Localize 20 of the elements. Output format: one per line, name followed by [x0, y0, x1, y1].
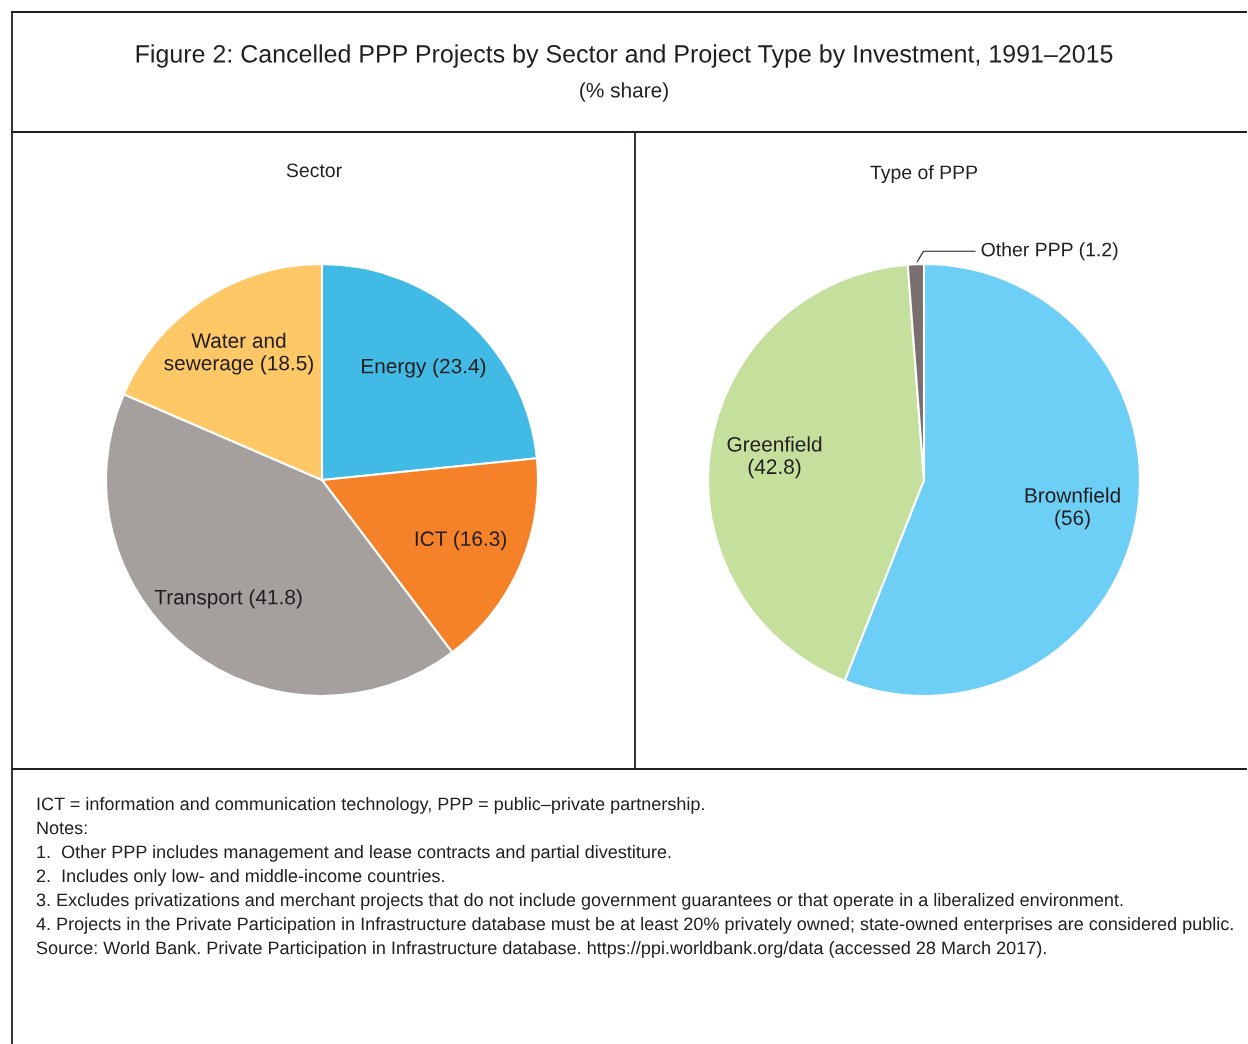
- chart-title: Type of PPP: [870, 164, 978, 184]
- slice-label: Other PPP (1.2): [981, 242, 1118, 261]
- source-note: Source: World Bank. Private Participation in Infrastructure database. https://ppi.worldbank.org/data (accessed 28 March 2017).: [36, 941, 1046, 958]
- text: Notes:: [37, 821, 87, 835]
- text: 1. Other PPP includes management and lease contracts and partial divestiture.: [37, 845, 671, 862]
- text: 3. Excludes privatizations and merchant projects that do not include government guarantees or that operate in a liberalized environment.: [36, 893, 1123, 910]
- text: (% share): [580, 82, 668, 102]
- slice-label: Energy (23.4): [362, 358, 486, 378]
- text: Figure 2: Cancelled PPP Projects by Sector and Project Type by Investment, 1991–2015: [136, 44, 1113, 68]
- text: ICT = information and communication technology, PPP = public–private partnership.: [37, 797, 704, 814]
- slice-label: Greenfield: [727, 436, 822, 452]
- data-label: (42.8): [748, 458, 801, 479]
- slice-label: Water and sewerage (18.5): [164, 332, 313, 375]
- text: 4. Projects in the Private Participation in Infrastructure database must be at least 20% privately owned; state-owned enterprises are considered public.: [36, 917, 1233, 934]
- data-label: (56): [1055, 509, 1090, 530]
- slice-label: Brownfield: [1025, 487, 1120, 503]
- slice-label: ICT (16.3): [415, 530, 506, 551]
- slice-label: Transport (41.8): [154, 589, 302, 609]
- text: 2. Includes only low- and middle-income countries.: [36, 869, 444, 886]
- chart-title: Sector: [286, 163, 342, 178]
